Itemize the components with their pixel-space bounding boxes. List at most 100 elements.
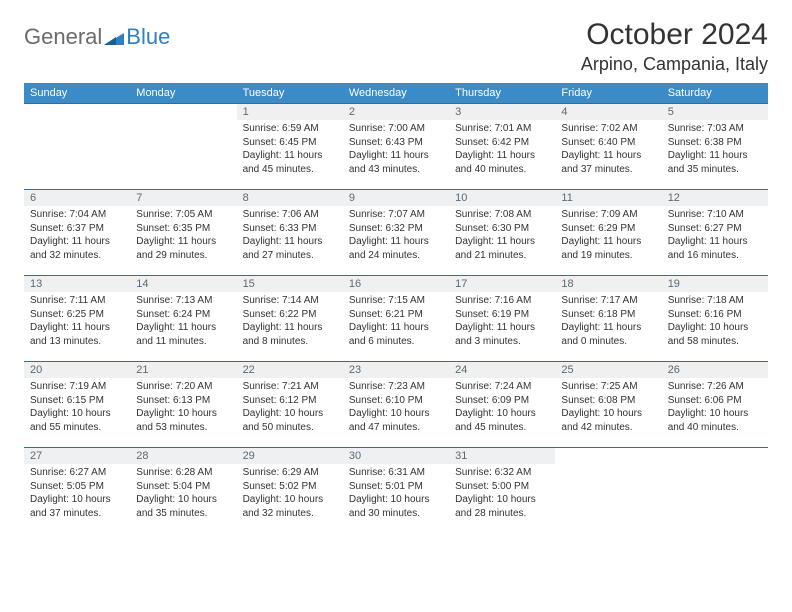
day-details: Sunrise: 7:11 AMSunset: 6:25 PMDaylight:… xyxy=(24,292,130,352)
day-details: Sunrise: 7:16 AMSunset: 6:19 PMDaylight:… xyxy=(449,292,555,352)
calendar-cell: 30Sunrise: 6:31 AMSunset: 5:01 PMDayligh… xyxy=(343,448,449,534)
calendar-week-row: 6Sunrise: 7:04 AMSunset: 6:37 PMDaylight… xyxy=(24,190,768,276)
calendar-cell xyxy=(555,448,661,534)
day-details: Sunrise: 6:59 AMSunset: 6:45 PMDaylight:… xyxy=(237,120,343,180)
day-number: 25 xyxy=(555,362,661,378)
daylight-line-1: Daylight: 10 hours xyxy=(668,407,762,421)
daylight-line-2: and 35 minutes. xyxy=(136,507,230,521)
day-number: 21 xyxy=(130,362,236,378)
sunrise-line: Sunrise: 7:01 AM xyxy=(455,122,549,136)
sunrise-line: Sunrise: 7:15 AM xyxy=(349,294,443,308)
day-number: 18 xyxy=(555,276,661,292)
calendar-cell: 4Sunrise: 7:02 AMSunset: 6:40 PMDaylight… xyxy=(555,104,661,190)
day-details: Sunrise: 7:15 AMSunset: 6:21 PMDaylight:… xyxy=(343,292,449,352)
calendar-cell: 3Sunrise: 7:01 AMSunset: 6:42 PMDaylight… xyxy=(449,104,555,190)
day-number: 2 xyxy=(343,104,449,120)
title-block: October 2024 Arpino, Campania, Italy xyxy=(581,18,768,75)
daylight-line-2: and 37 minutes. xyxy=(561,163,655,177)
daylight-line-1: Daylight: 10 hours xyxy=(243,493,337,507)
day-details: Sunrise: 7:06 AMSunset: 6:33 PMDaylight:… xyxy=(237,206,343,266)
day-number: 14 xyxy=(130,276,236,292)
day-number: 10 xyxy=(449,190,555,206)
sunset-line: Sunset: 6:06 PM xyxy=(668,394,762,408)
day-number: 29 xyxy=(237,448,343,464)
daylight-line-1: Daylight: 10 hours xyxy=(349,493,443,507)
day-details: Sunrise: 7:19 AMSunset: 6:15 PMDaylight:… xyxy=(24,378,130,438)
weekday-header: Sunday xyxy=(24,83,130,104)
daylight-line-1: Daylight: 10 hours xyxy=(30,493,124,507)
sunset-line: Sunset: 5:00 PM xyxy=(455,480,549,494)
day-number: 26 xyxy=(662,362,768,378)
sunrise-line: Sunrise: 7:26 AM xyxy=(668,380,762,394)
calendar-cell: 14Sunrise: 7:13 AMSunset: 6:24 PMDayligh… xyxy=(130,276,236,362)
day-details: Sunrise: 6:29 AMSunset: 5:02 PMDaylight:… xyxy=(237,464,343,524)
calendar-cell: 8Sunrise: 7:06 AMSunset: 6:33 PMDaylight… xyxy=(237,190,343,276)
daylight-line-1: Daylight: 10 hours xyxy=(349,407,443,421)
sunrise-line: Sunrise: 7:25 AM xyxy=(561,380,655,394)
calendar-cell: 22Sunrise: 7:21 AMSunset: 6:12 PMDayligh… xyxy=(237,362,343,448)
sunrise-line: Sunrise: 7:18 AM xyxy=(668,294,762,308)
calendar-cell: 1Sunrise: 6:59 AMSunset: 6:45 PMDaylight… xyxy=(237,104,343,190)
calendar-table: SundayMondayTuesdayWednesdayThursdayFrid… xyxy=(24,83,768,534)
sunset-line: Sunset: 6:43 PM xyxy=(349,136,443,150)
daylight-line-1: Daylight: 11 hours xyxy=(561,321,655,335)
sunrise-line: Sunrise: 7:17 AM xyxy=(561,294,655,308)
sunrise-line: Sunrise: 7:03 AM xyxy=(668,122,762,136)
day-details: Sunrise: 7:25 AMSunset: 6:08 PMDaylight:… xyxy=(555,378,661,438)
daylight-line-1: Daylight: 11 hours xyxy=(349,321,443,335)
calendar-cell: 7Sunrise: 7:05 AMSunset: 6:35 PMDaylight… xyxy=(130,190,236,276)
daylight-line-2: and 27 minutes. xyxy=(243,249,337,263)
day-number-empty xyxy=(555,448,661,464)
weekday-header: Friday xyxy=(555,83,661,104)
sunrise-line: Sunrise: 7:05 AM xyxy=(136,208,230,222)
day-number: 1 xyxy=(237,104,343,120)
sunset-line: Sunset: 6:33 PM xyxy=(243,222,337,236)
sunset-line: Sunset: 6:15 PM xyxy=(30,394,124,408)
daylight-line-1: Daylight: 11 hours xyxy=(243,149,337,163)
daylight-line-1: Daylight: 10 hours xyxy=(30,407,124,421)
daylight-line-2: and 40 minutes. xyxy=(455,163,549,177)
calendar-cell: 23Sunrise: 7:23 AMSunset: 6:10 PMDayligh… xyxy=(343,362,449,448)
weekday-header: Wednesday xyxy=(343,83,449,104)
daylight-line-1: Daylight: 10 hours xyxy=(243,407,337,421)
day-number: 31 xyxy=(449,448,555,464)
day-number: 17 xyxy=(449,276,555,292)
sunset-line: Sunset: 6:12 PM xyxy=(243,394,337,408)
day-number-empty xyxy=(130,104,236,120)
daylight-line-2: and 28 minutes. xyxy=(455,507,549,521)
sunrise-line: Sunrise: 7:19 AM xyxy=(30,380,124,394)
sunset-line: Sunset: 6:16 PM xyxy=(668,308,762,322)
daylight-line-1: Daylight: 11 hours xyxy=(561,235,655,249)
sunrise-line: Sunrise: 7:08 AM xyxy=(455,208,549,222)
day-number: 27 xyxy=(24,448,130,464)
weekday-header: Monday xyxy=(130,83,236,104)
calendar-cell: 20Sunrise: 7:19 AMSunset: 6:15 PMDayligh… xyxy=(24,362,130,448)
daylight-line-2: and 19 minutes. xyxy=(561,249,655,263)
day-details: Sunrise: 7:07 AMSunset: 6:32 PMDaylight:… xyxy=(343,206,449,266)
sunset-line: Sunset: 6:13 PM xyxy=(136,394,230,408)
month-title: October 2024 xyxy=(581,18,768,52)
daylight-line-1: Daylight: 11 hours xyxy=(455,321,549,335)
sunrise-line: Sunrise: 7:20 AM xyxy=(136,380,230,394)
sunset-line: Sunset: 5:02 PM xyxy=(243,480,337,494)
calendar-cell: 26 Sunrise: 7:26 AMSunset: 6:06 PMDayligh… xyxy=(662,362,768,448)
sunset-line: Sunset: 6:30 PM xyxy=(455,222,549,236)
calendar-cell: 17Sunrise: 7:16 AMSunset: 6:19 PMDayligh… xyxy=(449,276,555,362)
day-details: Sunrise: 7:13 AMSunset: 6:24 PMDaylight:… xyxy=(130,292,236,352)
sunrise-line: Sunrise: 7:16 AM xyxy=(455,294,549,308)
sunrise-line: Sunrise: 7:21 AM xyxy=(243,380,337,394)
calendar-week-row: 13Sunrise: 7:11 AMSunset: 6:25 PMDayligh… xyxy=(24,276,768,362)
sunset-line: Sunset: 6:24 PM xyxy=(136,308,230,322)
daylight-line-1: Daylight: 10 hours xyxy=(561,407,655,421)
sunset-line: Sunset: 6:22 PM xyxy=(243,308,337,322)
day-number: 20 xyxy=(24,362,130,378)
daylight-line-2: and 3 minutes. xyxy=(455,335,549,349)
daylight-line-1: Daylight: 11 hours xyxy=(455,235,549,249)
daylight-line-2: and 45 minutes. xyxy=(243,163,337,177)
day-number-empty xyxy=(24,104,130,120)
daylight-line-1: Daylight: 11 hours xyxy=(349,149,443,163)
day-number: 23 xyxy=(343,362,449,378)
calendar-cell xyxy=(662,448,768,534)
sunrise-line: Sunrise: 6:29 AM xyxy=(243,466,337,480)
day-number: 4 xyxy=(555,104,661,120)
